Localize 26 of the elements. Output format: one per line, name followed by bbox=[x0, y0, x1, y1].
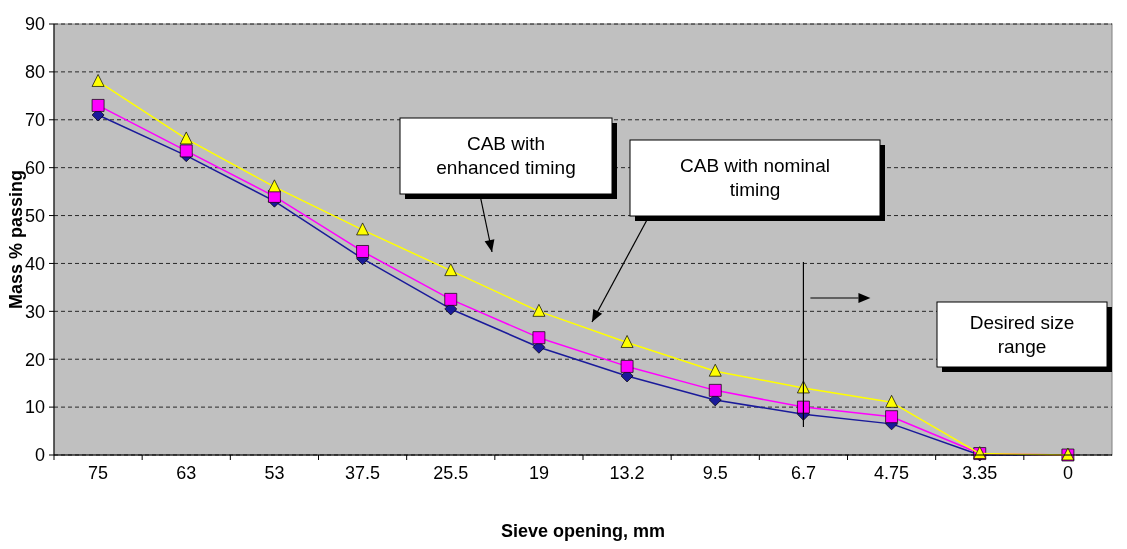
x-tick-label: 6.7 bbox=[790, 463, 816, 483]
x-tick-label: 19 bbox=[528, 463, 549, 483]
x-tick-label: 53 bbox=[264, 463, 285, 483]
x-tick-label: 75 bbox=[88, 463, 109, 483]
x-tick-label: 13.2 bbox=[609, 463, 645, 483]
x-tick-label: 25.5 bbox=[433, 463, 469, 483]
x-tick-label: 63 bbox=[176, 463, 197, 483]
y-tick-label: 20 bbox=[24, 349, 45, 370]
annotation: CAB with enhanced timing bbox=[436, 133, 576, 178]
ref-line-label: Desired size range bbox=[969, 311, 1075, 357]
x-tick-label: 4.75 bbox=[874, 463, 910, 483]
y-tick-label: 0 bbox=[34, 445, 45, 466]
x-axis-title: Sieve opening, mm bbox=[500, 521, 666, 541]
y-tick-label: 10 bbox=[24, 397, 45, 418]
x-tick-label: 0 bbox=[1062, 463, 1073, 483]
y-tick-label: 50 bbox=[24, 205, 45, 226]
x-tick-label: 3.35 bbox=[962, 463, 998, 483]
x-tick-label: 37.5 bbox=[345, 463, 381, 483]
x-tick-label: 9.5 bbox=[702, 463, 728, 483]
y-axis-title: Mass % passing bbox=[6, 169, 26, 310]
y-tick-label: 70 bbox=[24, 110, 45, 131]
y-tick-label: 80 bbox=[24, 62, 45, 83]
annotation: CAB with nominal timing bbox=[680, 155, 830, 200]
y-tick-label: 90 bbox=[24, 14, 45, 35]
y-tick-label: 40 bbox=[24, 253, 45, 274]
y-tick-label: 30 bbox=[24, 301, 45, 322]
